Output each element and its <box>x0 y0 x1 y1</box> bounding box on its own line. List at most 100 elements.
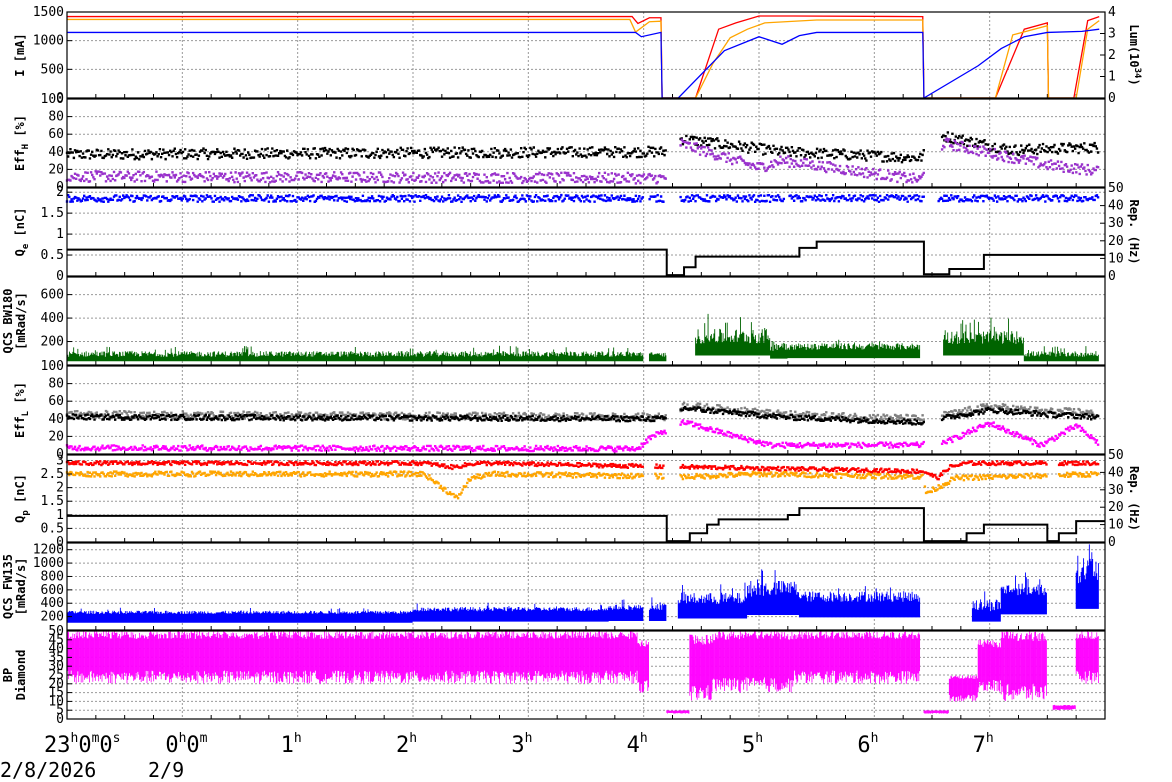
y-tick-label: 5 <box>56 703 64 718</box>
y-tick-label: 1500 <box>33 5 64 20</box>
y2-axis-label: Rep. (Hz) <box>1127 199 1141 264</box>
y-tick-label: 0 <box>56 535 64 550</box>
y-tick-label: 80 <box>48 377 64 392</box>
y-tick-label: 0 <box>56 447 64 462</box>
y-tick-label: 1000 <box>33 556 64 571</box>
y-axis-label: EffH [%] <box>13 115 31 171</box>
panel-frame <box>66 542 1106 631</box>
scatter-points <box>65 470 1100 500</box>
y-tick-label: 200 <box>41 610 64 625</box>
y-axis-label-line2: Diamond <box>14 650 28 701</box>
y-tick-label: 0.5 <box>41 521 64 536</box>
y2-tick-label: 3 <box>1108 27 1116 42</box>
x-tick-label: 5h <box>742 731 763 758</box>
y-tick-label: 200 <box>41 335 64 350</box>
panel-current: 0 500 1000 1500 0 1 2 3 4 Lum(1034) I [mA] <box>13 5 1142 106</box>
y-tick-label: 100 <box>41 359 64 374</box>
y2-tick-label: 10 <box>1108 251 1124 266</box>
y2-tick-label: 40 <box>1108 465 1124 480</box>
y-tick-label: 0 <box>56 180 64 195</box>
series-line <box>67 507 1105 543</box>
scatter-points <box>65 405 1100 426</box>
scatter-points <box>65 193 1100 204</box>
date-label-start: 2/8/2026 <box>0 758 96 782</box>
y-axis-label: Qp [nC] <box>13 474 31 523</box>
series-qe-1 <box>67 240 1105 277</box>
y2-tick-label: 0 <box>1108 91 1116 106</box>
y2-tick-label: 50 <box>1108 181 1124 196</box>
series-qcs_bw180-0 <box>66 313 1099 362</box>
scatter-points <box>65 137 1100 185</box>
panel-qcs_bw180: 200 400 600 QCS BW180 [mRad/s] <box>1 276 1106 366</box>
y2-tick-label: 2 <box>1108 48 1116 63</box>
panel-frame <box>66 276 1106 366</box>
y-axis-label-line2: [mRad/s] <box>14 292 28 350</box>
x-tick-label: 4h <box>627 731 648 758</box>
y2-tick-label: 20 <box>1108 234 1124 249</box>
y-tick-label: 60 <box>48 394 64 409</box>
y-tick-label: 500 <box>41 62 64 77</box>
y-tick-label: 0.5 <box>41 248 64 263</box>
series-line <box>67 18 1100 99</box>
x-tick-label: 0h0m <box>165 731 207 758</box>
y-tick-label: 1000 <box>33 34 64 49</box>
series-line <box>67 240 1105 277</box>
x-tick-label: 6h <box>857 731 878 758</box>
y-axis-label: QCS BW180 <box>1 288 15 353</box>
y-tick-label: 25 <box>48 668 64 683</box>
y-tick-label: 50 <box>48 624 64 639</box>
y2-tick-label: 50 <box>1108 448 1124 463</box>
y-tick-label: 40 <box>48 642 64 657</box>
y2-tick-label: 0 <box>1108 535 1116 550</box>
y-tick-label: 800 <box>41 569 64 584</box>
y-tick-label: 35 <box>48 650 64 665</box>
y-axis-label: BP <box>1 668 15 682</box>
noise-trace <box>66 313 1099 362</box>
y-tick-label: 15 <box>48 686 64 701</box>
panel-frame <box>66 365 1106 455</box>
y-axis-label: EffL [%] <box>13 382 31 438</box>
y-tick-label: 10 <box>48 694 64 709</box>
panel-frame <box>66 454 1106 543</box>
y2-tick-label: 30 <box>1108 483 1124 498</box>
y2-axis-label: Lum(1034) <box>1127 24 1142 85</box>
y-tick-label: 0 <box>56 91 64 106</box>
series-effh-1 <box>65 137 1100 185</box>
y-axis-label: QCS FW135 <box>1 554 15 619</box>
y2-tick-label: 40 <box>1108 199 1124 214</box>
panel-frame <box>66 11 1106 99</box>
y-tick-label: 1 <box>56 508 64 523</box>
y-tick-label: 400 <box>41 311 64 326</box>
series-qp-1 <box>65 470 1100 500</box>
y-axis-label: Qe [nC] <box>13 208 31 257</box>
series-current-1 <box>67 18 1100 99</box>
y-tick-label: 2 <box>56 185 64 200</box>
y-tick-label: 20 <box>48 162 64 177</box>
y-tick-label: 1.5 <box>41 494 64 509</box>
y-tick-label: 600 <box>41 583 64 598</box>
y2-tick-label: 0 <box>1108 269 1116 284</box>
y-tick-label: 0 <box>56 712 64 727</box>
y-tick-label: 2.5 <box>41 467 64 482</box>
noise-trace <box>66 544 1099 623</box>
x-tick-label: 2h <box>396 731 417 758</box>
y-tick-label: 100 <box>41 92 64 107</box>
y-tick-label: 1200 <box>33 543 64 558</box>
y2-axis-label: Rep. (Hz) <box>1127 466 1141 531</box>
date-label-next: 2/9 <box>148 758 184 782</box>
panel-frame <box>66 98 1106 188</box>
y2-tick-label: 20 <box>1108 500 1124 515</box>
y-tick-label: 80 <box>48 110 64 125</box>
y-tick-label: 600 <box>41 288 64 303</box>
y-axis-label-line2: [mRad/s] <box>14 558 28 616</box>
x-tick-label: 23h0m0s <box>44 731 120 758</box>
y-tick-label: 20 <box>48 677 64 692</box>
series-qcs_fw135-0 <box>66 544 1099 623</box>
y-tick-label: 30 <box>48 659 64 674</box>
y-tick-label: 0 <box>56 269 64 284</box>
